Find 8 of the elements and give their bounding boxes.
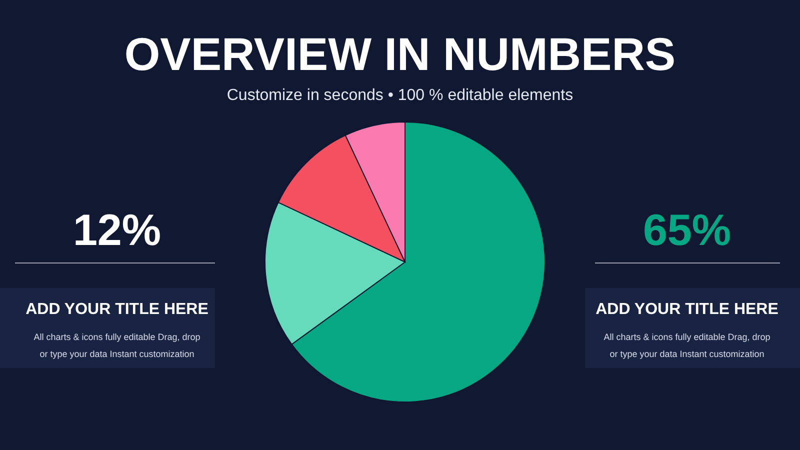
text: 12% [72, 206, 162, 255]
text: ADD YOUR TITLE HERE [596, 301, 779, 318]
chart-subtitle: Customize in seconds • 100 % editable elements [226, 87, 574, 104]
text: All charts & icons fully editable Drag, drop or type your data Instant customization [34, 332, 200, 359]
text: ADD YOUR TITLE HERE [26, 301, 209, 318]
text: 65% [642, 206, 732, 255]
text: All charts & icons fully editable Drag, drop or type your data Instant customization [604, 332, 770, 359]
chart-title: OVERVIEW IN NUMBERS [124, 28, 676, 80]
